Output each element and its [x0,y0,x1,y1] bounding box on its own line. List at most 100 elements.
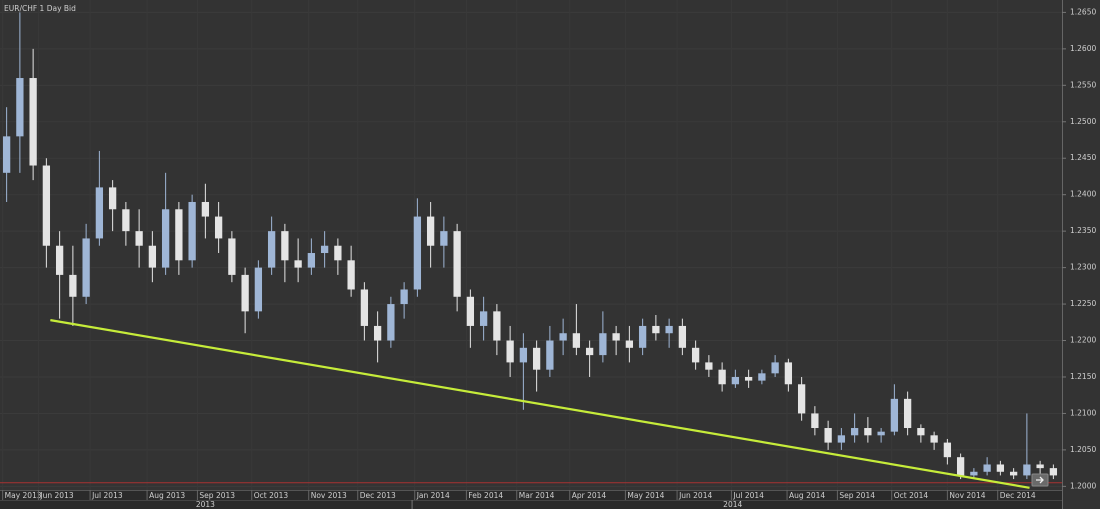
x-tick-label: Feb 2014 [468,491,503,500]
y-tick-label: 1.2400 [1070,190,1096,199]
candle-body [506,340,514,363]
x-tick-label: Oct 2014 [894,491,929,500]
y-tick-label: 1.2600 [1070,44,1096,53]
candle-body [705,362,713,370]
candle-body [890,398,899,432]
candle-body [400,289,408,305]
grid [0,0,1062,490]
candle-body [493,311,501,341]
candle-body [546,340,554,370]
x-tick-label: Jun 2014 [678,491,712,500]
x-tick-label: May 2013 [5,491,42,500]
candle-body [811,413,819,429]
candle-body [307,253,316,268]
candle-body [983,464,991,472]
candle-body [572,333,581,348]
candle-body [373,325,382,341]
candle-body [387,304,395,341]
candle-body [161,209,170,268]
candle-body [996,464,1005,472]
candle-body [930,435,938,443]
candle-body [2,136,11,173]
candle-body [784,362,793,385]
candle-body [69,274,77,297]
candle-body [201,201,210,217]
candle-body [228,238,236,275]
candle-body [1049,468,1058,476]
x-tick-label: Jul 2013 [91,491,123,500]
candle-body [254,267,263,312]
candle-body [638,325,647,348]
overlays [0,319,1062,489]
candle-body [1036,464,1044,469]
candle-body [1023,464,1031,476]
candle-body [599,333,607,356]
candle-body [864,428,872,436]
candle-body [294,260,302,268]
x-tick-label: Nov 2014 [949,491,985,500]
candle-body [850,428,859,436]
candle-body [758,373,766,381]
x-tick-label: Apr 2014 [572,491,607,500]
x-tick-label: Jun 2013 [39,491,73,500]
candle-body [479,311,488,326]
scroll-button[interactable] [1031,473,1049,487]
candle-body [797,384,806,414]
candle-body [267,231,276,268]
candle-body [426,216,435,246]
candle-body [175,209,183,261]
candle-body [824,428,832,443]
candle-body [241,274,249,312]
candle-body [360,289,369,326]
candle-body [771,362,779,374]
candle-body [585,347,594,356]
candle-body [42,165,51,246]
year-label: 2014 [723,500,742,509]
candle-body [917,428,925,436]
y-tick-label: 1.2550 [1070,80,1096,89]
x-tick-label: Jul 2014 [732,491,764,500]
candle-body [188,201,196,261]
candle-body [837,435,846,443]
candle-body [466,296,475,326]
candle-body [55,245,64,275]
candle-body [956,457,965,476]
y-tick-label: 1.2300 [1070,263,1096,272]
candle-body [943,442,952,458]
candle-body [877,431,885,436]
x-tick-label: Oct 2013 [254,491,289,500]
candle-body [744,376,753,381]
candle-body [453,231,461,297]
candle-body [559,333,567,341]
x-axis-strip [0,490,1062,509]
candle-body [718,369,726,385]
candle-body [413,216,422,290]
candle-body [1009,471,1018,476]
candle-body [281,231,289,261]
x-tick-label: Aug 2013 [149,491,185,500]
x-tick-label: Sep 2014 [839,491,875,500]
candle-body [122,209,130,232]
candle-body [625,340,634,348]
trend-line [50,319,1030,489]
year-label: 2013 [196,500,215,509]
candle-body [82,238,90,297]
candle-body [440,231,448,246]
candle-body [108,187,117,210]
scroll-button-arrow[interactable] [1036,476,1044,484]
candle-body [665,325,673,334]
x-tick-label: Nov 2013 [311,491,347,500]
y-tick-label: 1.2200 [1070,336,1096,345]
x-tick-label: Jan 2014 [416,491,450,500]
candle-body [334,245,342,261]
y-tick-label: 1.2500 [1070,117,1096,126]
x-tick-label: Sep 2013 [199,491,235,500]
candle-body [95,187,104,239]
candle-body [691,347,700,363]
chart-title: EUR/CHF 1 Day Bid [4,4,76,13]
candle-body [519,347,528,363]
x-tick-label: Dec 2014 [1000,491,1036,500]
candle-body [970,471,978,476]
x-tick-label: Mar 2014 [519,491,555,500]
y-tick-label: 1.2050 [1070,445,1096,454]
